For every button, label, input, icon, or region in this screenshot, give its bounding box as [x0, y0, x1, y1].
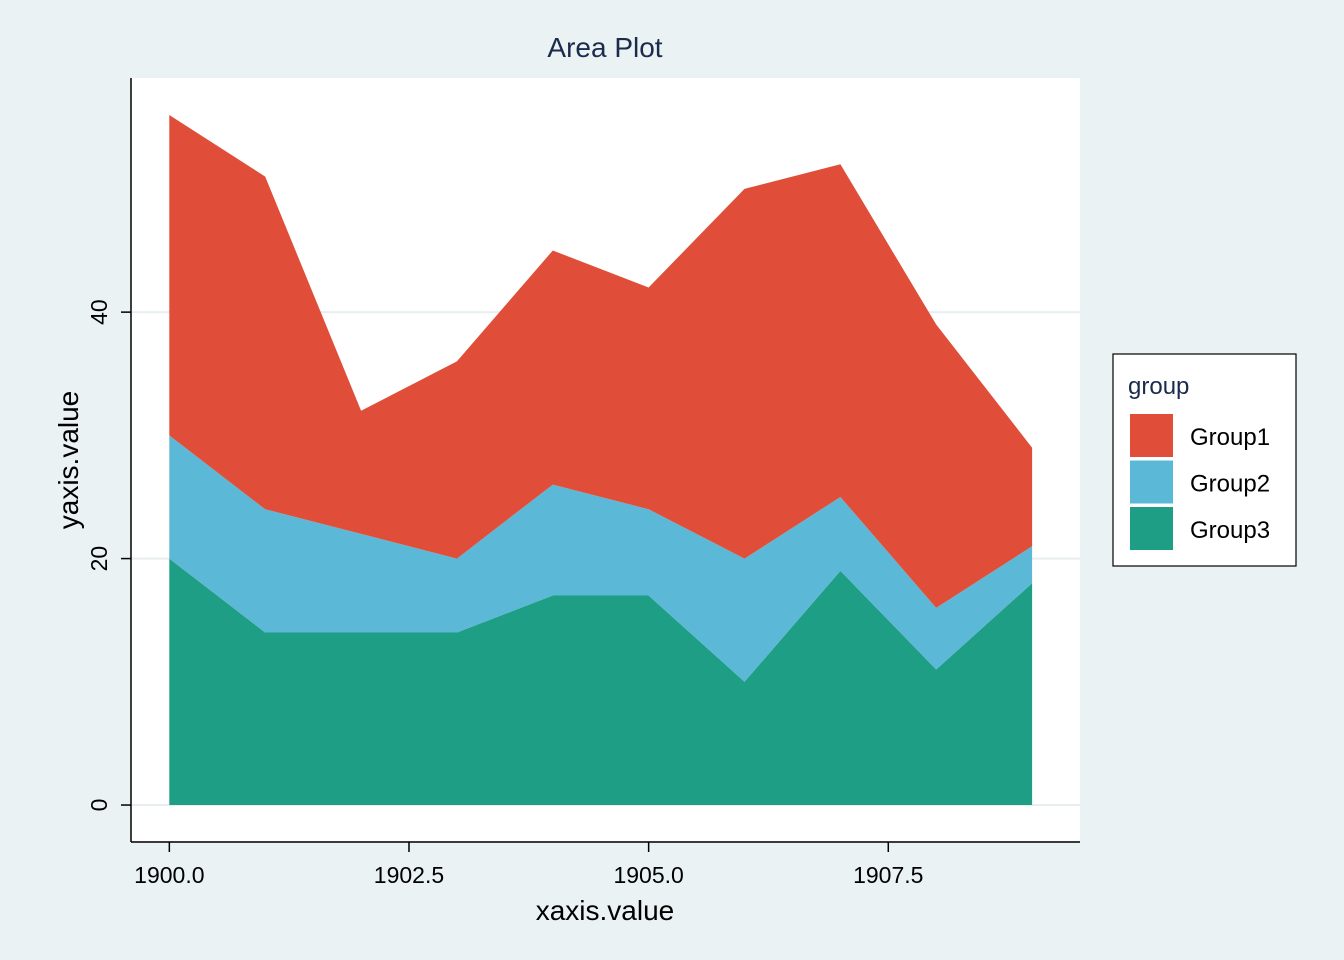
axis-ticks: 1900.0 1902.5 1905.0 1907.5 0 20 40: [86, 299, 923, 888]
x-axis-title: xaxis.value: [536, 895, 675, 926]
area-series: [169, 115, 1033, 805]
legend: group Group1 Group2 Group3: [1112, 353, 1297, 567]
legend-swatch-group2: [1130, 460, 1173, 504]
x-tick-label: 1907.5: [853, 862, 923, 888]
chart-title: Area Plot: [547, 32, 662, 63]
area-group1: [169, 115, 1033, 608]
y-axis-title: yaxis.value: [53, 391, 84, 530]
legend-label-group2: Group2: [1190, 471, 1270, 498]
y-tick-label: 0: [86, 799, 112, 812]
x-tick-label: 1905.0: [613, 862, 683, 888]
area-group2: [169, 435, 1033, 682]
legend-title: group: [1128, 373, 1189, 400]
legend-swatch-group1: [1130, 414, 1173, 457]
area-group3: [169, 558, 1033, 805]
legend-swatch-group3: [1130, 507, 1173, 550]
x-tick-label: 1900.0: [134, 862, 204, 888]
x-tick-label: 1902.5: [374, 862, 444, 888]
y-tick-label: 20: [86, 546, 112, 572]
legend-items: Group1 Group2 Group3: [1130, 414, 1270, 550]
y-tick-label: 40: [86, 299, 112, 325]
legend-label-group1: Group1: [1190, 424, 1270, 451]
legend-label-group3: Group3: [1190, 517, 1270, 544]
